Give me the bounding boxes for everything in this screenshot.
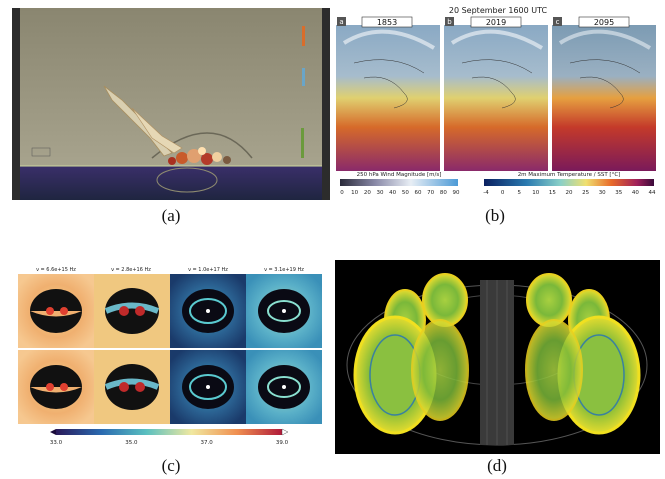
wind-colorbar-tick-1: 10	[351, 190, 358, 196]
map-2019-letter: b	[447, 18, 452, 26]
temperature-colorbar-tick-3: 10	[532, 190, 539, 196]
wind-colorbar-label: 250 hPa Wind Magnitude [m/s]	[357, 172, 442, 178]
panel-c-colorbar: 33.0 35.0 37.0 39.0	[50, 428, 289, 446]
map-2095-year: 2095	[594, 18, 614, 27]
temperature-colorbar-tick-7: 30	[599, 190, 606, 196]
freq-label-4: ν = 3.1e+19 Hz	[264, 267, 304, 273]
panel-c-colorbar-tick-3: 39.0	[276, 440, 289, 446]
temperature-colorbar-tick-6: 25	[582, 190, 589, 196]
map-2019-year: 2019	[486, 18, 506, 27]
temperature-colorbar-tick-0: -4	[483, 190, 489, 196]
panel-c-colorbar-tick-2: 37.0	[201, 440, 214, 446]
temperature-colorbar-tick-5: 20	[566, 190, 573, 196]
wind-colorbar-tick-0: 0	[340, 190, 344, 196]
panel-b-climate-maps: 20 September 1600 UTC a 1853 b 2019	[334, 3, 662, 201]
panel-c-frequency-maps: ν = 6.6e+15 Hz ν = 2.8e+16 Hz ν = 1.0e+1…	[12, 262, 332, 452]
map-1853: a 1853	[336, 16, 440, 171]
freq-label-2: ν = 2.8e+16 Hz	[111, 267, 151, 273]
map-1853-year: 1853	[377, 18, 397, 27]
panel-d-torus-render	[335, 260, 660, 454]
temperature-colorbar-tick-1: 0	[501, 190, 505, 196]
temperature-colorbar-tick-10: 44	[649, 190, 656, 196]
panel-c-colorbar-tick-0: 33.0	[50, 440, 63, 446]
wind-colorbar-tick-8: 80	[440, 190, 447, 196]
wind-colorbar-tick-2: 20	[364, 190, 371, 196]
wind-colorbar-tick-5: 50	[402, 190, 409, 196]
freq-label-3: ν = 1.0e+17 Hz	[188, 267, 228, 273]
wind-colorbar-tick-9: 90	[453, 190, 460, 196]
panel-a-simulation	[12, 8, 330, 200]
wind-colorbar-tick-6: 60	[415, 190, 422, 196]
temperature-colorbar-label: 2m Maximum Temperature / SST [°C]	[518, 172, 621, 178]
temperature-colorbar-tick-4: 15	[549, 190, 556, 196]
map-2095: c 2095	[552, 16, 656, 171]
wind-colorbar-tick-3: 30	[377, 190, 384, 196]
caption-b: (b)	[485, 206, 505, 225]
wind-colorbar: 250 hPa Wind Magnitude [m/s] 0 10 20 30 40 50…	[340, 172, 460, 196]
frequency-map-row-2	[18, 350, 322, 424]
temperature-colorbar-tick-9: 40	[632, 190, 639, 196]
freq-label-1: ν = 6.6e+15 Hz	[36, 267, 76, 273]
wind-colorbar-tick-4: 40	[389, 190, 396, 196]
caption-a: (a)	[161, 206, 181, 225]
temperature-colorbar-tick-2: 5	[517, 190, 521, 196]
panel-b-title: 20 September 1600 UTC	[449, 6, 548, 15]
panel-a-image	[12, 8, 330, 200]
map-1853-letter: a	[339, 18, 343, 26]
wind-colorbar-tick-7: 70	[427, 190, 434, 196]
map-2019: b 2019	[444, 16, 548, 171]
panel-c-colorbar-tick-1: 35.0	[125, 440, 138, 446]
panel-c-figure: ν = 6.6e+15 Hz ν = 2.8e+16 Hz ν = 1.0e+1…	[18, 267, 322, 446]
temperature-colorbar: 2m Maximum Temperature / SST [°C] -4 0 5 10…	[483, 172, 656, 196]
temperature-colorbar-tick-8: 35	[615, 190, 622, 196]
caption-d: (d)	[487, 456, 507, 475]
panel-b-figure: 20 September 1600 UTC a 1853 b 2019	[336, 6, 656, 196]
caption-c: (c)	[161, 456, 181, 475]
map-2095-letter: c	[556, 18, 560, 26]
panel-d-image	[335, 260, 660, 454]
frequency-map-row-1	[18, 274, 322, 348]
